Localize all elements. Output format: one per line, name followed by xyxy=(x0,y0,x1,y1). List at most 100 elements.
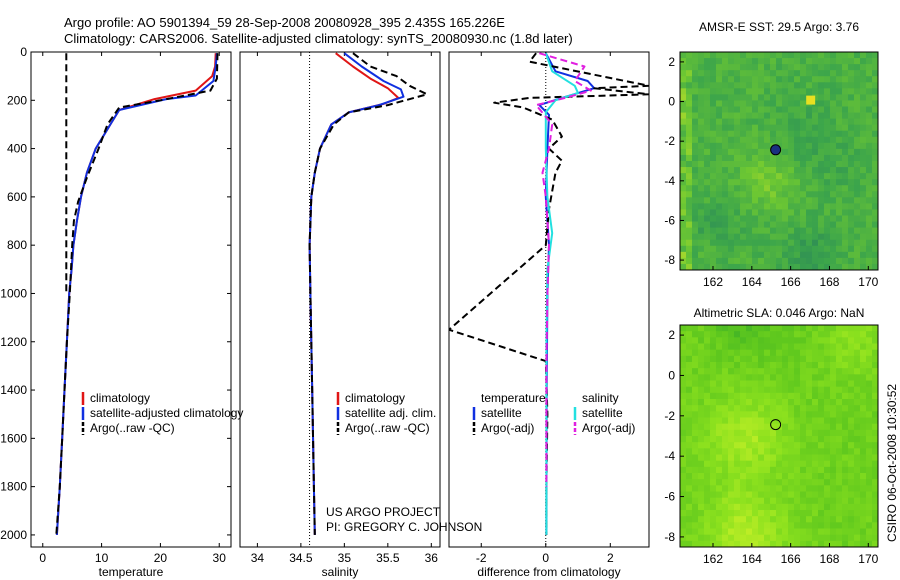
heatmap-cell xyxy=(794,167,801,174)
heatmap-cell xyxy=(794,233,801,241)
heatmap-cell xyxy=(854,337,861,344)
heatmap-cell xyxy=(692,510,699,517)
heatmap-cell xyxy=(740,516,747,523)
heatmap-cell xyxy=(764,52,771,59)
heatmap-cell xyxy=(818,124,825,132)
heatmap-cell xyxy=(872,263,879,271)
heatmap-cell xyxy=(872,392,879,400)
heatmap-cell xyxy=(854,251,861,259)
heatmap-cell xyxy=(818,399,825,406)
heatmap-cell xyxy=(854,203,861,210)
heatmap-cell xyxy=(794,124,801,132)
heatmap-cell xyxy=(758,540,765,548)
heatmap-cell xyxy=(716,392,723,400)
heatmap-cell xyxy=(842,185,849,192)
heatmap-cell xyxy=(848,460,855,468)
heatmap-cell xyxy=(776,167,783,174)
heatmap-cell xyxy=(776,257,783,265)
heatmap-cell xyxy=(758,448,765,455)
heatmap-cell xyxy=(692,88,699,95)
heatmap-cell xyxy=(824,479,831,486)
heatmap-cell xyxy=(716,185,723,192)
heatmap-cell xyxy=(836,349,843,357)
heatmap-cell xyxy=(800,349,807,357)
heatmap-cell xyxy=(872,522,879,529)
heatmap-cell xyxy=(782,142,789,150)
heatmap-cell xyxy=(806,491,813,499)
heatmap-cell xyxy=(848,185,855,192)
heatmap-cell xyxy=(854,540,861,548)
heatmap-cell xyxy=(764,392,771,400)
heatmap-cell xyxy=(680,221,687,229)
heatmap-cell xyxy=(776,503,783,511)
heatmap-cell xyxy=(698,209,705,216)
heatmap-cell xyxy=(710,76,717,83)
heatmap-cell xyxy=(770,245,777,253)
heatmap-cell xyxy=(746,221,753,229)
heatmap-cell xyxy=(866,325,873,332)
heatmap-cell xyxy=(704,355,711,363)
heatmap-cell xyxy=(686,491,693,499)
heatmap-cell xyxy=(752,197,759,204)
heatmap-cell xyxy=(872,136,879,144)
heatmap-cell xyxy=(698,442,705,449)
heatmap-cell xyxy=(758,337,765,344)
heatmap-cell xyxy=(764,510,771,517)
heatmap-cell xyxy=(728,100,735,107)
heatmap-cell xyxy=(866,64,873,71)
heatmap-cell xyxy=(872,203,879,210)
heatmap-cell xyxy=(680,64,687,71)
heatmap-cell xyxy=(698,82,705,89)
heatmap-cell xyxy=(782,118,789,126)
heatmap-cell xyxy=(746,343,753,351)
heatmap-cell xyxy=(854,124,861,132)
heatmap-cell xyxy=(758,386,765,394)
heatmap-cell xyxy=(698,64,705,71)
heatmap-cell xyxy=(710,136,717,144)
heatmap-cell xyxy=(740,251,747,259)
heatmap-cell xyxy=(740,368,747,375)
heatmap-cell xyxy=(818,355,825,363)
heatmap-cell xyxy=(776,479,783,486)
heatmap-cell xyxy=(794,221,801,229)
heatmap-cell xyxy=(752,325,759,332)
heatmap-cell xyxy=(800,88,807,95)
heatmap-cell xyxy=(722,405,729,412)
heatmap-cell xyxy=(806,154,813,162)
heatmap-cell xyxy=(818,528,825,536)
heatmap-cell xyxy=(842,362,849,369)
heatmap-cell xyxy=(776,337,783,344)
heatmap-cell xyxy=(812,124,819,132)
heatmap-cell xyxy=(788,448,795,455)
y-tick-label: -6 xyxy=(664,213,675,227)
heatmap-cell xyxy=(752,374,759,381)
heatmap-cell xyxy=(686,343,693,351)
heatmap-cell xyxy=(764,154,771,162)
heatmap-cell xyxy=(734,136,741,144)
heatmap-cell xyxy=(806,534,813,542)
heatmap-cell xyxy=(770,442,777,449)
heatmap-cell xyxy=(716,331,723,338)
heatmap-cell xyxy=(854,485,861,492)
heatmap-cell xyxy=(716,124,723,132)
heatmap-cell xyxy=(758,136,765,144)
difference-legend: temperature satellite Argo(-adj) salinit… xyxy=(472,391,635,435)
heatmap-cell xyxy=(752,52,759,59)
heatmap-cell xyxy=(746,417,753,425)
heatmap-cell xyxy=(710,325,717,332)
heatmap-cell xyxy=(686,411,693,418)
heatmap-cell xyxy=(740,118,747,126)
heatmap-cell xyxy=(722,70,729,77)
heatmap-cell xyxy=(788,215,795,222)
heatmap-cell xyxy=(734,429,741,437)
heatmap-cell xyxy=(752,185,759,192)
heatmap-cell xyxy=(740,233,747,241)
heatmap-cell xyxy=(758,251,765,259)
heatmap-cell xyxy=(716,485,723,492)
heatmap-cell xyxy=(776,233,783,241)
y-tick-label: 400 xyxy=(7,142,27,156)
heatmap-cell xyxy=(740,227,747,235)
heatmap-cell xyxy=(782,411,789,418)
heatmap-cell xyxy=(746,239,753,247)
heatmap-cell xyxy=(734,58,741,65)
